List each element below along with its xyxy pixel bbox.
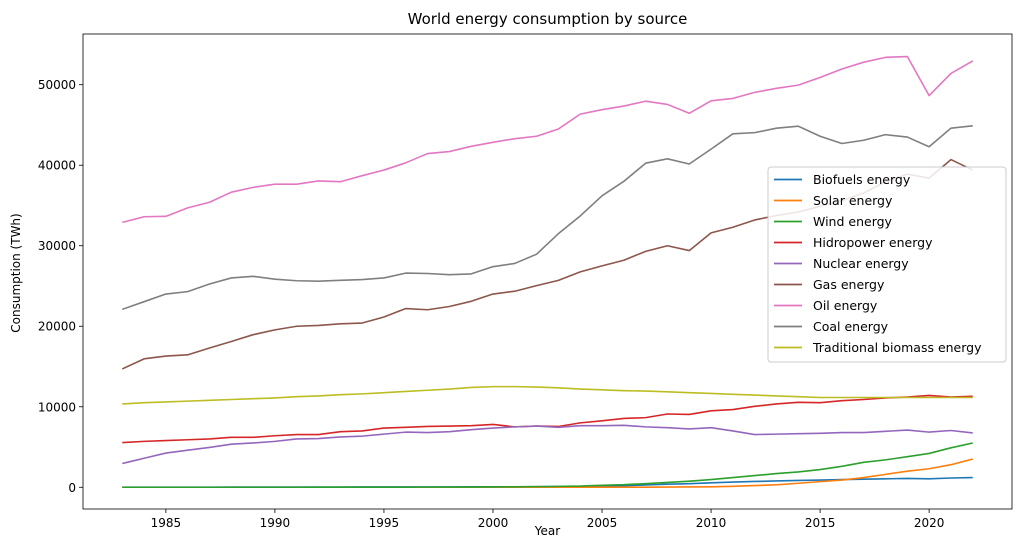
legend-entry: Oil energy xyxy=(813,298,878,313)
x-tick-label: 2020 xyxy=(914,516,945,530)
y-tick-label: 0 xyxy=(68,481,76,495)
series-line-8 xyxy=(122,385,973,405)
y-tick-label: 20000 xyxy=(38,320,76,334)
y-tick-label: 10000 xyxy=(38,400,76,414)
series-line-1 xyxy=(122,458,973,489)
x-tick-label: 2005 xyxy=(587,516,618,530)
plot-frame xyxy=(82,33,1013,510)
y-tick-label: 30000 xyxy=(38,239,76,253)
y-axis: 0 10000 20000 30000 40000 50000 xyxy=(38,78,83,495)
legend-entry: Gas energy xyxy=(813,277,885,292)
legend-entry: Hidropower energy xyxy=(813,235,933,250)
legend-entry: Coal energy xyxy=(813,319,889,334)
y-axis-title: Consumption (TWh) xyxy=(9,213,23,332)
legend-entry: Traditional biomass energy xyxy=(812,340,982,355)
x-tick-label: 2010 xyxy=(696,516,727,530)
legend-entry: Solar energy xyxy=(813,193,893,208)
x-tick-label: 1990 xyxy=(260,516,291,530)
y-tick-label: 50000 xyxy=(38,78,76,92)
x-tick-label: 1985 xyxy=(151,516,182,530)
legend-box xyxy=(767,166,1007,363)
x-axis: 1985 1990 1995 2000 2005 2010 2015 2020 xyxy=(151,509,945,530)
series-line-7 xyxy=(121,124,973,311)
x-axis-title: Year xyxy=(534,524,560,538)
legend: Biofuels energy Solar energy Wind energy Hi… xyxy=(767,166,1007,363)
chart-title: World energy consumption by source xyxy=(408,10,688,28)
series-line-4 xyxy=(122,424,973,465)
legend-entry: Nuclear energy xyxy=(813,256,909,271)
series-line-2 xyxy=(122,442,973,489)
legend-entry: Wind energy xyxy=(813,214,893,229)
x-tick-label: 2015 xyxy=(805,516,836,530)
legend-entry: Biofuels energy xyxy=(813,172,911,187)
x-tick-label: 1995 xyxy=(369,516,400,530)
series-layer xyxy=(121,55,974,489)
series-line-3 xyxy=(122,394,973,444)
series-line-6 xyxy=(122,55,974,224)
x-tick-label: 2000 xyxy=(478,516,509,530)
plot-area xyxy=(82,33,1013,510)
y-tick-label: 40000 xyxy=(38,159,76,173)
